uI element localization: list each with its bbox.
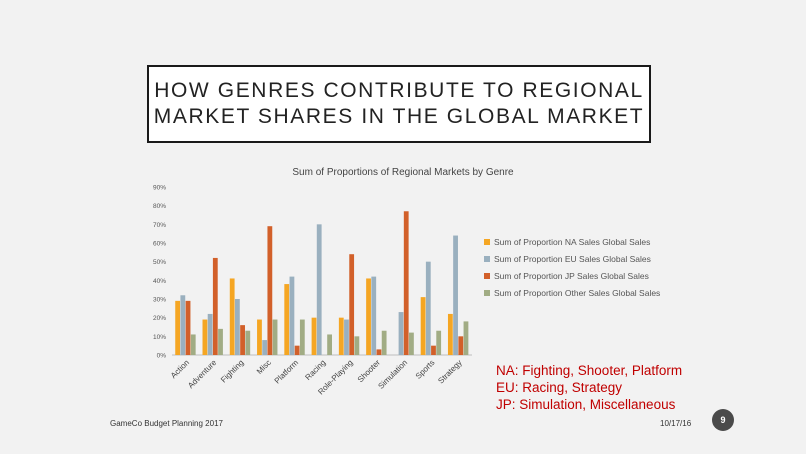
chart-title: Sum of Proportions of Regional Markets b… xyxy=(292,167,514,178)
regional-notes: NA: Fighting, Shooter, Platform EU: Raci… xyxy=(496,362,682,413)
y-tick-label: 40% xyxy=(153,278,166,285)
bar xyxy=(447,313,453,355)
y-tick-label: 80% xyxy=(153,203,166,210)
bar xyxy=(354,336,360,355)
note-eu: EU: Racing, Strategy xyxy=(496,380,623,395)
bar xyxy=(366,278,371,355)
bar xyxy=(262,340,268,355)
bar xyxy=(294,345,300,355)
bar xyxy=(344,319,349,355)
bar xyxy=(436,330,442,355)
bar xyxy=(185,300,191,355)
x-tick-label: Platform xyxy=(273,358,301,386)
bar xyxy=(240,325,245,355)
y-tick-label: 10% xyxy=(153,334,166,341)
bar xyxy=(234,299,240,355)
bar xyxy=(218,328,223,355)
slide-title: HOW GENRES CONTRIBUTE TO REGIONAL MARKET… xyxy=(153,79,645,128)
x-tick-label: Sports xyxy=(414,358,437,381)
bar xyxy=(212,257,218,355)
bar xyxy=(327,334,332,355)
bar xyxy=(431,345,436,355)
bar xyxy=(398,312,404,355)
bar xyxy=(420,297,426,355)
y-tick-label: 0% xyxy=(157,353,167,360)
x-tick-label: Action xyxy=(169,358,191,380)
legend-swatch xyxy=(484,273,490,279)
chart-legend: Sum of Proportion NA Sales Global Sales S… xyxy=(484,237,664,305)
bar xyxy=(267,226,273,355)
x-tick-label: Strategy xyxy=(436,358,463,385)
x-tick-label: Fighting xyxy=(219,358,245,384)
bar xyxy=(409,332,414,355)
x-tick-label: Misc xyxy=(255,358,273,376)
bar xyxy=(272,319,278,355)
bar xyxy=(458,336,464,355)
y-tick-label: 90% xyxy=(153,185,166,192)
bar xyxy=(371,276,377,355)
legend-label: Sum of Proportion JP Sales Global Sales xyxy=(494,271,649,281)
bar xyxy=(284,284,290,355)
legend-label: Sum of Proportion Other Sales Global Sal… xyxy=(494,288,661,298)
bar xyxy=(349,254,355,355)
bar xyxy=(299,319,305,355)
y-tick-label: 30% xyxy=(153,297,166,304)
note-jp: JP: Simulation, Miscellaneous xyxy=(496,397,676,412)
bar xyxy=(316,224,322,355)
y-tick-label: 20% xyxy=(153,315,166,322)
y-tick-label: 60% xyxy=(153,241,166,248)
bar xyxy=(381,330,387,355)
bar xyxy=(453,235,458,355)
legend-swatch xyxy=(484,239,490,245)
bar xyxy=(403,211,409,355)
footer-date: 10/17/16 xyxy=(660,419,692,428)
bar xyxy=(311,317,317,355)
x-tick-label: Simulation xyxy=(376,358,409,391)
bar xyxy=(463,321,469,355)
y-tick-label: 50% xyxy=(153,259,166,266)
bar xyxy=(229,278,235,355)
note-na: NA: Fighting, Shooter, Platform xyxy=(496,363,683,378)
bar xyxy=(190,334,196,355)
bar xyxy=(180,295,186,355)
x-tick-label: Shooter xyxy=(356,358,382,384)
bar xyxy=(202,319,208,355)
bar xyxy=(289,276,295,355)
legend-swatch xyxy=(484,290,490,296)
bar xyxy=(175,300,181,355)
y-tick-label: 70% xyxy=(153,222,166,229)
slide-title-box: HOW GENRES CONTRIBUTE TO REGIONAL MARKET… xyxy=(147,65,651,143)
bar xyxy=(425,261,431,355)
bar xyxy=(207,313,213,355)
bar xyxy=(338,317,344,355)
page-number-badge: 9 xyxy=(712,409,734,431)
legend-entry: Sum of Proportion JP Sales Global Sales xyxy=(484,271,664,282)
bar xyxy=(245,330,251,355)
footer-text: GameCo Budget Planning 2017 xyxy=(110,419,223,428)
legend-label: Sum of Proportion NA Sales Global Sales xyxy=(494,237,651,247)
bar xyxy=(257,319,262,355)
legend-entry: Sum of Proportion NA Sales Global Sales xyxy=(484,237,664,248)
legend-label: Sum of Proportion EU Sales Global Sales xyxy=(494,254,651,264)
legend-swatch xyxy=(484,256,490,262)
bar xyxy=(376,349,382,355)
legend-entry: Sum of Proportion Other Sales Global Sal… xyxy=(484,288,664,299)
x-tick-label: Adventure xyxy=(186,358,219,391)
legend-entry: Sum of Proportion EU Sales Global Sales xyxy=(484,254,664,265)
x-tick-label: Racing xyxy=(303,358,327,382)
